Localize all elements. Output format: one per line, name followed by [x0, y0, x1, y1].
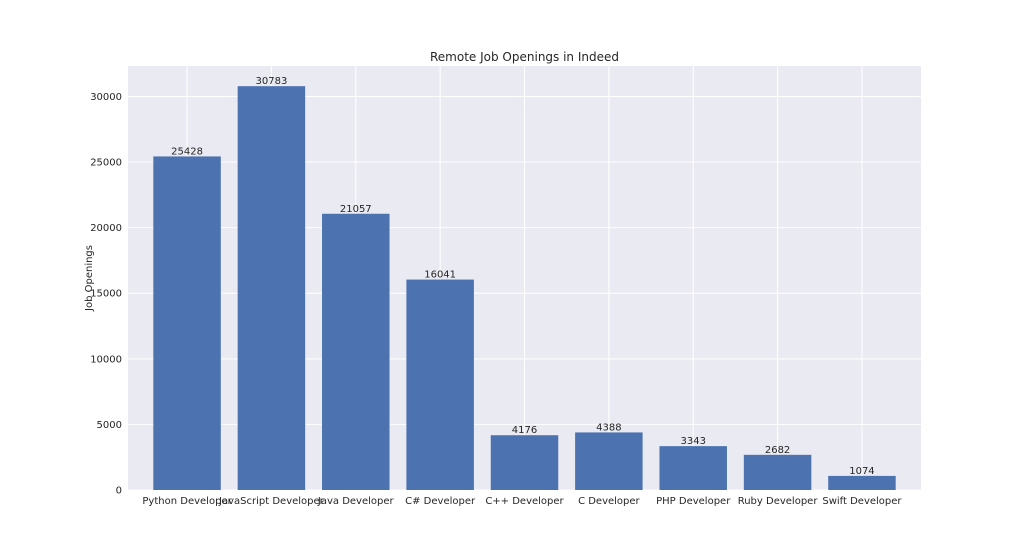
x-tick-label: Java Developer: [317, 496, 395, 507]
bar: [743, 454, 812, 490]
bar: [828, 475, 896, 490]
x-tick-label: Ruby Developer: [738, 496, 819, 507]
bars: [153, 86, 896, 490]
x-tick-label: Python Developer: [142, 496, 232, 507]
x-tick-label: JavaScript Developer: [218, 496, 325, 507]
bar: [153, 156, 221, 490]
x-tick-label: C# Developer: [405, 496, 476, 507]
y-tick-label: 10000: [90, 354, 122, 365]
bar: [322, 213, 390, 490]
data-labels: 25428 30783 21057 16041 4176 4388 3343 2682 1074: [171, 76, 875, 477]
bar: [406, 279, 474, 490]
bar-value-label: 3343: [680, 436, 705, 447]
bar-value-label: 21057: [340, 204, 372, 215]
bar: [575, 432, 643, 490]
y-tick-label: 20000: [90, 223, 122, 234]
x-tick-label: PHP Developer: [656, 496, 731, 507]
x-tick-label: C Developer: [578, 496, 640, 507]
bar: [237, 86, 306, 490]
y-tick-label: 25000: [90, 158, 122, 169]
x-tick-label: C++ Developer: [485, 496, 564, 507]
bar-value-label: 25428: [171, 146, 203, 157]
x-tick-label: Swift Developer: [822, 496, 902, 507]
bar-value-label: 4176: [512, 425, 537, 436]
bar: [659, 446, 727, 490]
bar-value-label: 16041: [424, 270, 456, 281]
y-tick-labels: 0 5000 10000 15000 20000 25000 30000: [90, 92, 122, 497]
y-tick-label: 30000: [90, 92, 122, 103]
bar-value-label: 1074: [849, 466, 874, 477]
bar-value-label: 2682: [765, 445, 790, 456]
y-axis-label: Job Openings: [84, 245, 95, 312]
y-tick-label: 5000: [97, 420, 122, 431]
bar-value-label: 4388: [596, 422, 621, 433]
chart-title: Remote Job Openings in Indeed: [430, 50, 619, 64]
bar-value-label: 30783: [256, 76, 288, 87]
bar: [490, 435, 559, 490]
y-tick-label: 0: [116, 486, 122, 497]
y-tick-label: 15000: [90, 289, 122, 300]
